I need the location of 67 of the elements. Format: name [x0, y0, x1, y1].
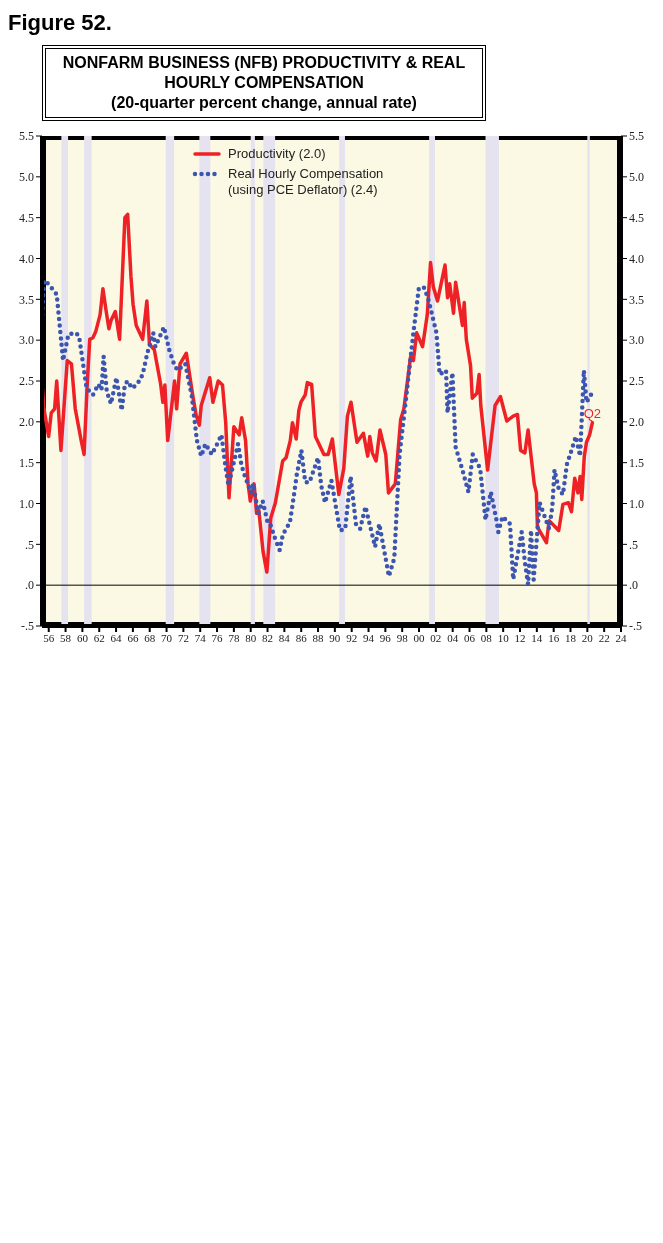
chart-subtitle: (20-quarter percent change, annual rate)	[110, 93, 418, 113]
y2-tick-label: 2.0	[629, 415, 644, 430]
y-tick-label: 4.0	[19, 251, 34, 266]
x-tick-label: 16	[548, 631, 560, 644]
y-tick-label: 3.5	[19, 292, 34, 307]
y2-tick-label: .5	[629, 537, 638, 552]
legend-label: Real Hourly Compensation (using PCE Deflator) (2.4)	[228, 166, 385, 198]
annotation: Q2	[583, 405, 602, 421]
y-tick-label: .5	[25, 537, 34, 552]
y2-tick-label: 3.5	[629, 292, 644, 307]
x-tick-label: 80	[245, 631, 257, 644]
y-tick-label: 1.0	[19, 496, 34, 511]
y-tick-label: -.5	[21, 619, 34, 634]
x-tick-label: 00	[413, 631, 426, 644]
caption: Figure 52.	[8, 10, 112, 35]
x-tick-label: 98	[396, 631, 409, 644]
x-tick-label: 72	[177, 631, 189, 644]
x-tick-label: 14	[531, 631, 543, 644]
x-tick-label: 56	[43, 631, 55, 644]
y2-tick-label: 5.0	[629, 170, 644, 185]
y-tick-label: 2.0	[19, 415, 34, 430]
x-tick-label: 74	[194, 631, 207, 644]
x-tick-label: 60	[76, 631, 89, 644]
x-tick-label: 96	[379, 631, 392, 644]
x-tick-label: 04	[447, 631, 459, 644]
y2-tick-label: 3.0	[629, 333, 644, 348]
x-tick-label: 62	[93, 631, 105, 644]
x-tick-label: 94	[363, 631, 375, 644]
y-tick-label: 2.5	[19, 374, 34, 389]
x-tick-label: 78	[228, 631, 240, 644]
y-tick-label: 1.5	[19, 455, 34, 470]
y-tick-label: 5.5	[19, 129, 34, 144]
x-tick-label: 24	[615, 631, 627, 644]
x-tick-label: 66	[127, 631, 139, 644]
x-tick-label: 86	[295, 631, 308, 644]
y2-tick-label: 4.0	[629, 251, 644, 266]
y2-tick-label: 2.5	[629, 374, 644, 389]
x-tick-label: 58	[60, 631, 72, 644]
x-tick-label: 82	[262, 631, 274, 644]
y-tick-label: 5.0	[19, 170, 34, 185]
x-tick-label: 88	[312, 631, 325, 644]
x-tick-label: 90	[329, 631, 341, 644]
x-tick-label: 20	[581, 631, 594, 644]
x-tick-label: 10	[497, 631, 510, 644]
x-tick-label: 08	[480, 631, 493, 644]
x-tick-label: 84	[278, 631, 291, 644]
x-tick-label: 22	[598, 631, 610, 644]
y2-tick-label: -.5	[629, 619, 642, 634]
y2-tick-label: 1.5	[629, 455, 644, 470]
y2-tick-label: .0	[629, 578, 638, 593]
y-tick-label: .0	[25, 578, 34, 593]
x-tick-label: 12	[514, 631, 526, 644]
chart-title: NONFARM BUSINESS (NFB) PRODUCTIVITY & REAL HOURLY COMPENSATION	[61, 53, 467, 93]
legend-label: Productivity (2.0)	[228, 146, 326, 162]
x-tick-label: 70	[161, 631, 173, 644]
x-tick-label: 02	[430, 631, 442, 644]
y-tick-label: 3.0	[19, 333, 34, 348]
y2-tick-label: 5.5	[629, 129, 644, 144]
x-tick-label: 76	[211, 631, 224, 644]
y-tick-label: 4.5	[19, 210, 34, 225]
x-tick-label: 64	[110, 631, 123, 644]
y2-tick-label: 1.0	[629, 496, 644, 511]
x-tick-label: 06	[464, 631, 476, 644]
x-tick-label: 92	[346, 631, 358, 644]
x-tick-label: 68	[144, 631, 156, 644]
x-tick-label: 18	[565, 631, 577, 644]
y2-tick-label: 4.5	[629, 210, 644, 225]
